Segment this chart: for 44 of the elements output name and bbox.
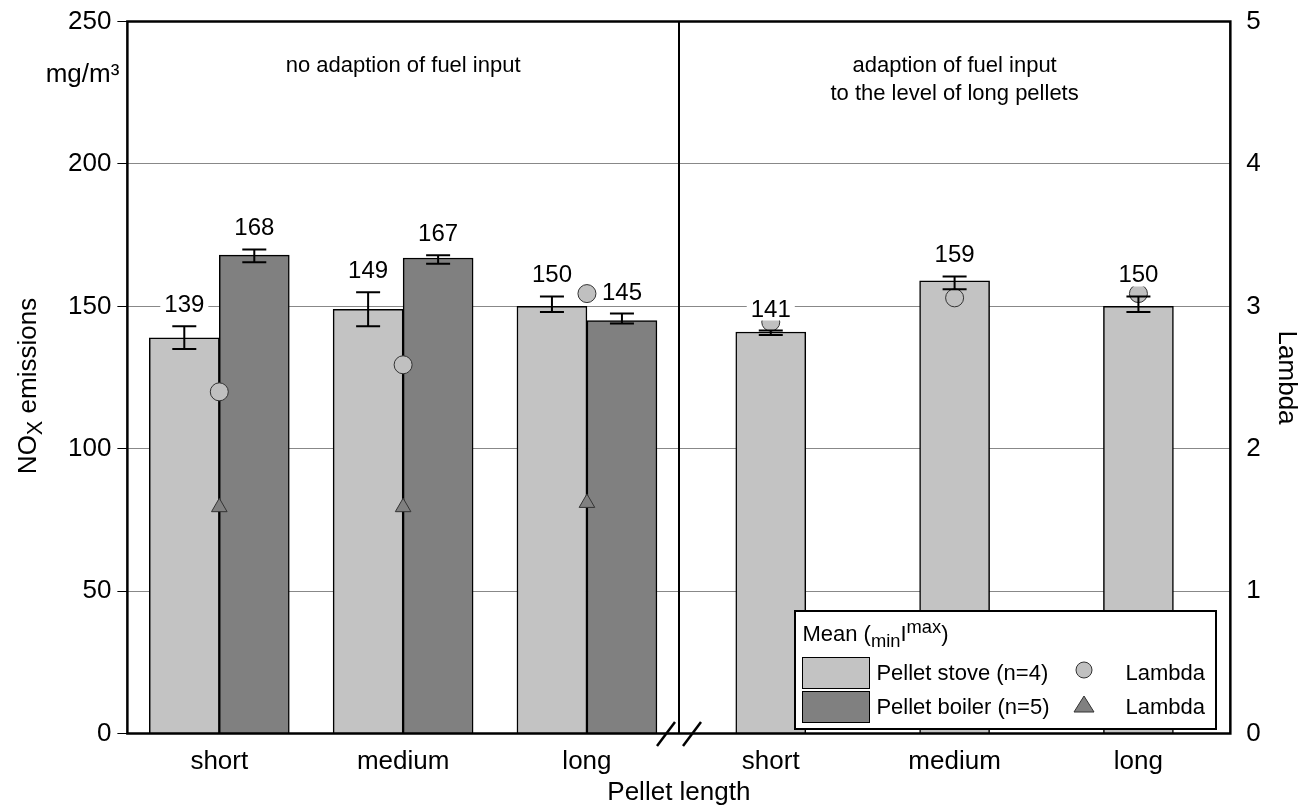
data-label: 145: [601, 277, 642, 305]
y-tick-label: 200: [67, 147, 112, 178]
x-tick-label: long: [1113, 745, 1163, 776]
x-tick-label: long: [562, 745, 612, 776]
legend-label: Lambda: [1125, 693, 1205, 721]
point: [211, 497, 228, 513]
x-tick-label: medium: [908, 745, 1001, 776]
data-label: 168: [234, 213, 275, 241]
data-label: 139: [164, 290, 205, 318]
y2-tick-label: 3: [1246, 289, 1261, 320]
y-tick-label: 250: [67, 4, 112, 35]
x-tick-label: short: [741, 745, 801, 776]
data-label: 167: [418, 219, 459, 247]
legend-label: Pellet boiler (n=5): [875, 693, 1051, 721]
x-tick-label: short: [190, 745, 249, 776]
legend-label: Pellet stove (n=4): [875, 659, 1050, 687]
legend-label: Lambda: [1125, 659, 1205, 687]
data-label: 149: [348, 256, 389, 284]
annotation: adaption of fuel input to the level of long pellets: [830, 51, 1079, 105]
point: [393, 355, 413, 375]
point: [209, 382, 229, 402]
annotation: no adaption of fuel input: [285, 51, 521, 77]
point: [577, 284, 597, 304]
legend-title: Mean ($_{min}$I$^{max}$): [802, 616, 950, 652]
y2-axis-title: Lambda: [1273, 330, 1304, 426]
y2-tick-label: 0: [1246, 716, 1261, 747]
point: [394, 497, 412, 513]
data-label: 141: [750, 294, 791, 322]
y-tick-label: 50: [82, 574, 112, 605]
y-tick-label: 150: [67, 289, 112, 320]
data-label: 150: [531, 260, 572, 288]
x-tick-label: medium: [356, 745, 450, 776]
y-tick-label: 100: [67, 431, 112, 462]
point: [945, 288, 965, 308]
y2-tick-label: 2: [1246, 431, 1261, 462]
y2-tick-label: 1: [1246, 574, 1261, 605]
x-axis-title: Pellet length: [607, 775, 751, 806]
data-label: 159: [934, 240, 975, 268]
y2-tick-label: 5: [1246, 4, 1261, 35]
text: mg/m³: [45, 57, 120, 88]
data-label: 150: [1118, 260, 1159, 288]
y2-tick-label: 4: [1246, 147, 1261, 178]
point: [578, 493, 596, 508]
y-tick-label: 0: [96, 716, 112, 747]
